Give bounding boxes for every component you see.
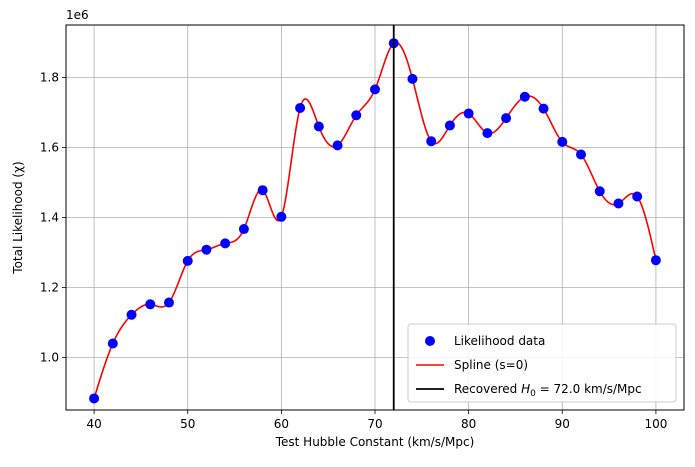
y-tick-label: 1.8: [40, 71, 59, 85]
data-points: [89, 38, 661, 404]
data-point: [594, 186, 605, 197]
data-point: [501, 113, 512, 124]
x-tick-label: 50: [180, 417, 195, 431]
data-point: [557, 136, 568, 147]
data-point: [238, 224, 249, 235]
y-axis-label: Total Likelihood (χ): [11, 161, 25, 274]
data-point: [276, 211, 287, 222]
data-point: [295, 102, 306, 113]
y-tick-label: 1.4: [40, 211, 59, 225]
x-axis-label: Test Hubble Constant (km/s/Mpc): [275, 435, 475, 449]
x-tick-label: 90: [555, 417, 570, 431]
data-point: [370, 84, 380, 95]
x-axis-ticks: 40 50 60 70 80 90 100: [86, 410, 667, 431]
data-point: [576, 149, 586, 160]
data-point: [164, 297, 174, 308]
data-point: [444, 120, 455, 131]
data-point: [519, 91, 530, 102]
legend-label-spline: Spline (s=0): [454, 358, 528, 372]
x-tick-label: 40: [86, 417, 101, 431]
y-offset-label: 1e6: [66, 8, 89, 22]
legend-recovered-subscript: 0: [530, 389, 536, 399]
legend-recovered-prefix: Recovered: [454, 382, 521, 396]
legend-marker-likelihood: [425, 336, 435, 346]
data-point: [482, 128, 493, 139]
data-point: [332, 140, 343, 151]
data-point: [89, 393, 100, 404]
legend-label-recovered: Recovered H0 = 72.0 km/s/Mpc: [454, 382, 642, 399]
data-point: [650, 255, 661, 266]
data-point: [201, 244, 212, 255]
legend: Likelihood data Spline (s=0) Recovered H…: [407, 323, 677, 403]
x-tick-label: 100: [644, 417, 667, 431]
data-point: [257, 185, 268, 196]
legend-recovered-symbol: H: [521, 382, 530, 396]
data-point: [220, 238, 231, 249]
legend-label-likelihood: Likelihood data: [454, 334, 545, 348]
data-point: [145, 299, 156, 310]
data-point: [126, 309, 137, 320]
data-point: [426, 136, 437, 147]
data-point: [351, 110, 362, 121]
y-axis-ticks: 1.0 1.2 1.4 1.6 1.8: [40, 71, 66, 365]
data-point: [538, 103, 549, 114]
y-tick-label: 1.6: [40, 141, 59, 155]
y-tick-label: 1.0: [40, 351, 59, 365]
data-point: [407, 73, 418, 84]
x-tick-label: 80: [461, 417, 476, 431]
grid-lines: [66, 25, 684, 410]
legend-box: [407, 323, 677, 403]
plot-frame: [65, 24, 685, 411]
data-point: [463, 108, 474, 119]
data-point: [313, 121, 324, 132]
data-point: [107, 338, 118, 349]
data-point: [632, 191, 643, 202]
x-tick-label: 70: [367, 417, 382, 431]
legend-recovered-suffix: = 72.0 km/s/Mpc: [536, 382, 642, 396]
data-point: [182, 255, 193, 266]
x-tick-label: 60: [274, 417, 289, 431]
data-point: [613, 198, 624, 209]
y-tick-label: 1.2: [40, 281, 59, 295]
